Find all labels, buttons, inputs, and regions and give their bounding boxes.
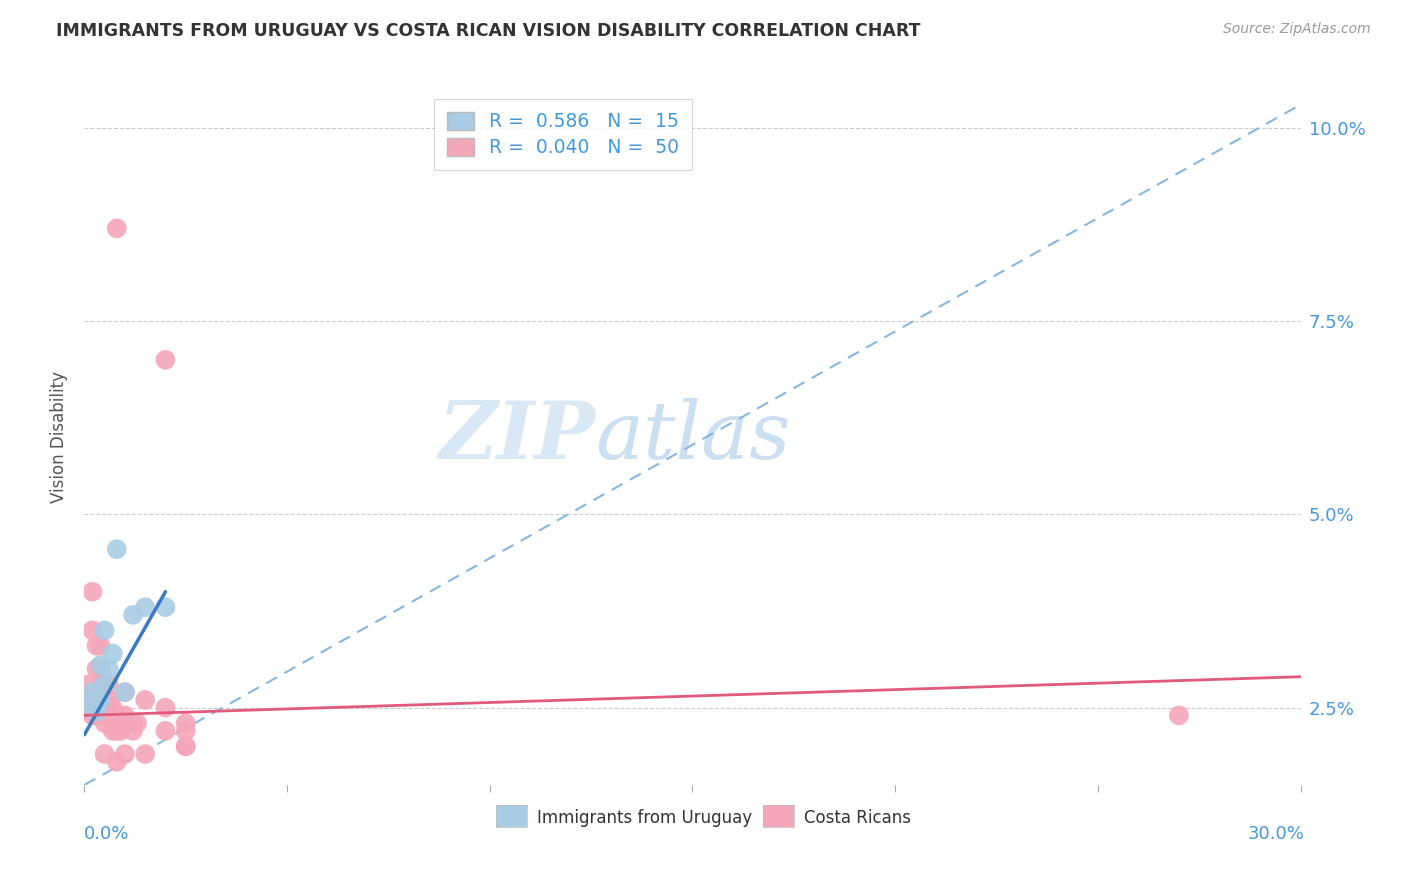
Point: [105, 755, 128, 769]
Point: [86, 705, 108, 719]
Point: [134, 600, 156, 615]
Point: [97, 662, 120, 676]
Point: [93, 677, 115, 691]
Point: [110, 723, 132, 738]
Point: [134, 693, 156, 707]
Point: [90, 639, 112, 653]
Point: [101, 708, 124, 723]
Point: [122, 716, 145, 731]
Point: [86, 700, 108, 714]
Point: [125, 716, 148, 731]
Point: [90, 700, 112, 714]
Point: [93, 700, 115, 714]
Text: Immigrants from Uruguay: Immigrants from Uruguay: [537, 809, 752, 827]
Point: [114, 747, 136, 761]
Text: IMMIGRANTS FROM URUGUAY VS COSTA RICAN VISION DISABILITY CORRELATION CHART: IMMIGRANTS FROM URUGUAY VS COSTA RICAN V…: [56, 22, 921, 40]
Point: [90, 658, 112, 673]
Point: [77, 700, 100, 714]
Point: [114, 685, 136, 699]
Point: [101, 647, 124, 661]
Point: [93, 693, 115, 707]
Point: [77, 693, 100, 707]
Point: [122, 723, 145, 738]
Point: [82, 693, 104, 707]
Point: [105, 708, 128, 723]
Point: [82, 700, 104, 714]
Point: [93, 624, 115, 638]
Point: [93, 716, 115, 731]
Point: [105, 221, 128, 235]
Point: [82, 685, 104, 699]
Point: [155, 723, 177, 738]
Point: [155, 600, 177, 615]
Point: [174, 739, 197, 754]
Point: [97, 708, 120, 723]
Point: [82, 708, 104, 723]
Text: 30.0%: 30.0%: [1249, 825, 1305, 843]
Point: [93, 677, 115, 691]
Point: [86, 685, 108, 699]
Point: [105, 542, 128, 557]
Point: [90, 662, 112, 676]
Point: [77, 697, 100, 711]
Text: 0.0%: 0.0%: [84, 825, 129, 843]
Y-axis label: Vision Disability: Vision Disability: [51, 371, 69, 503]
Text: atlas: atlas: [595, 399, 790, 475]
Point: [1167, 708, 1189, 723]
Text: ZIP: ZIP: [439, 399, 595, 475]
Point: [155, 700, 177, 714]
Point: [86, 693, 108, 707]
Point: [90, 677, 112, 691]
Point: [134, 747, 156, 761]
Point: [77, 677, 100, 691]
Point: [174, 739, 197, 754]
Point: [86, 708, 108, 723]
Point: [105, 723, 128, 738]
Point: [101, 723, 124, 738]
Point: [110, 716, 132, 731]
Point: [82, 584, 104, 599]
Point: [82, 624, 104, 638]
Point: [86, 639, 108, 653]
Point: [174, 723, 197, 738]
Point: [155, 352, 177, 367]
Point: [90, 693, 112, 707]
Point: [114, 685, 136, 699]
Text: Source: ZipAtlas.com: Source: ZipAtlas.com: [1223, 22, 1371, 37]
Point: [97, 693, 120, 707]
Point: [122, 607, 145, 622]
Legend: R =  0.586   N =  15, R =  0.040   N =  50: R = 0.586 N = 15, R = 0.040 N = 50: [434, 99, 692, 170]
Point: [101, 700, 124, 714]
Point: [174, 716, 197, 731]
Point: [97, 677, 120, 691]
Point: [93, 747, 115, 761]
Point: [86, 662, 108, 676]
Point: [114, 708, 136, 723]
Text: Costa Ricans: Costa Ricans: [804, 809, 911, 827]
